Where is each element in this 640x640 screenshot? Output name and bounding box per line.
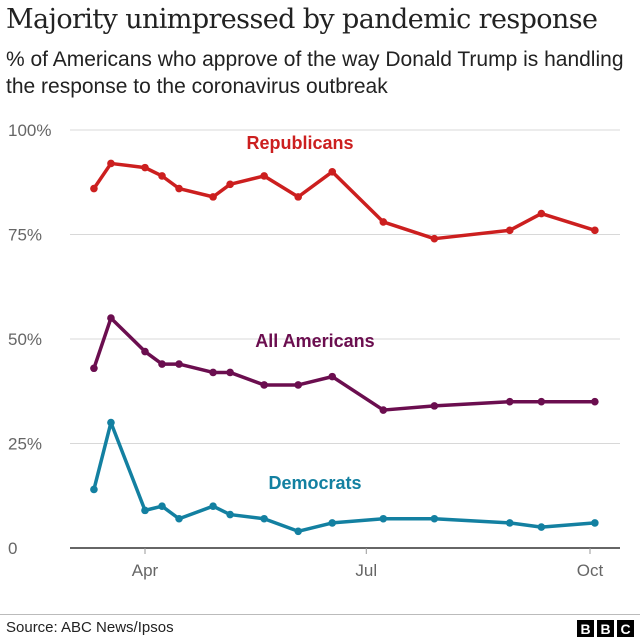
republicans-line (92, 161, 596, 241)
x-tick-label: Apr (132, 561, 159, 580)
republicans-point (175, 184, 183, 193)
democrats-point (141, 506, 149, 515)
y-tick-label: 25% (8, 435, 42, 454)
democrats-point (591, 519, 599, 527)
democrats-point (505, 519, 514, 527)
all-americans-point (379, 406, 388, 414)
chart-subtitle: % of Americans who approve of the way Do… (6, 48, 624, 98)
republicans-point (141, 163, 149, 172)
all-americans-point (537, 397, 546, 406)
x-tick-label: Jul (355, 561, 377, 580)
y-tick-label: 100% (8, 121, 51, 140)
republicans-point (505, 226, 514, 235)
republicans-point (260, 172, 268, 180)
democrats-point (107, 418, 115, 427)
democrats-point (328, 519, 337, 527)
all-americans-point (175, 360, 183, 368)
republicans-point (158, 172, 166, 180)
republicans-point (537, 209, 546, 218)
democrats-point (537, 523, 546, 531)
y-tick-label: 50% (8, 330, 42, 349)
republicans-label: Republicans (246, 133, 353, 153)
all-americans-point (430, 402, 439, 410)
democrats-point (209, 502, 217, 511)
democrats-point (226, 510, 234, 519)
republicans-point (328, 168, 337, 176)
republicans-point (379, 218, 388, 226)
all-americans-point (226, 368, 234, 377)
democrats-point (294, 527, 302, 536)
all-americans-point (90, 364, 98, 373)
democrats-label: Democrats (268, 473, 361, 493)
democrats-point (430, 514, 439, 523)
all-americans-point (158, 360, 166, 368)
all-americans-point (328, 372, 337, 381)
y-tick-label: 75% (8, 226, 42, 245)
republicans-point (90, 184, 98, 193)
republicans-point (226, 180, 234, 189)
republicans-point (294, 193, 302, 201)
footer-divider (0, 614, 640, 615)
all-americans-point (591, 397, 599, 406)
all-americans-point (294, 381, 302, 389)
source-note: Source: ABC News/Ipsos (6, 619, 174, 636)
all-americans-point (260, 381, 268, 389)
all-americans-point (209, 368, 217, 377)
all-americans-point (107, 314, 115, 322)
democrats-point (158, 502, 166, 511)
democrats-point (175, 514, 183, 523)
all-americans-point (505, 397, 514, 406)
republicans-point (591, 226, 599, 235)
chart-title: Majority unimpressed by pandemic respons… (6, 4, 598, 35)
democrats-point (260, 514, 268, 523)
republicans-point (209, 193, 217, 201)
republicans-point (430, 234, 439, 243)
y-tick-label: 0 (8, 539, 17, 558)
republicans-point (107, 159, 115, 168)
all-americans-label: All Americans (255, 331, 374, 351)
democrats-point (379, 514, 388, 523)
x-tick-label: Oct (577, 561, 604, 580)
all-americans-point (141, 347, 149, 356)
democrats-point (90, 485, 98, 494)
